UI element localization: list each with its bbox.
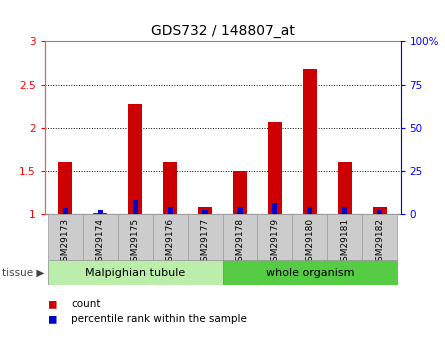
Bar xyxy=(128,104,142,214)
Text: GSM29175: GSM29175 xyxy=(131,218,140,267)
Bar xyxy=(167,207,173,214)
Bar xyxy=(202,210,208,214)
Bar xyxy=(58,162,73,214)
FancyBboxPatch shape xyxy=(292,214,327,260)
Bar xyxy=(377,209,382,214)
Text: GSM29173: GSM29173 xyxy=(61,218,70,267)
FancyBboxPatch shape xyxy=(48,214,83,260)
FancyBboxPatch shape xyxy=(257,214,292,260)
FancyBboxPatch shape xyxy=(153,214,188,260)
Text: GSM29176: GSM29176 xyxy=(166,218,174,267)
Bar xyxy=(307,207,312,214)
Text: GSM29180: GSM29180 xyxy=(305,218,314,267)
Bar xyxy=(338,162,352,214)
Bar xyxy=(63,208,68,214)
FancyBboxPatch shape xyxy=(188,214,222,260)
Text: whole organism: whole organism xyxy=(266,268,354,277)
Bar xyxy=(268,122,282,214)
Text: GSM29179: GSM29179 xyxy=(271,218,279,267)
Bar xyxy=(237,207,243,214)
Bar xyxy=(303,69,317,214)
FancyBboxPatch shape xyxy=(222,214,257,260)
Text: Malpighian tubule: Malpighian tubule xyxy=(85,268,186,277)
FancyBboxPatch shape xyxy=(48,260,222,285)
Text: ■: ■ xyxy=(49,297,57,310)
FancyBboxPatch shape xyxy=(118,214,153,260)
Text: tissue ▶: tissue ▶ xyxy=(2,268,44,277)
Bar xyxy=(93,213,107,214)
Bar xyxy=(372,207,387,214)
Text: GSM29174: GSM29174 xyxy=(96,218,105,267)
Text: GSM29177: GSM29177 xyxy=(201,218,210,267)
FancyBboxPatch shape xyxy=(83,214,118,260)
Bar xyxy=(98,209,103,214)
Text: GSM29178: GSM29178 xyxy=(235,218,244,267)
FancyBboxPatch shape xyxy=(362,214,397,260)
FancyBboxPatch shape xyxy=(222,260,397,285)
Text: percentile rank within the sample: percentile rank within the sample xyxy=(71,314,247,324)
Bar xyxy=(233,171,247,214)
Bar xyxy=(133,200,138,214)
Text: ■: ■ xyxy=(49,313,57,326)
Bar xyxy=(342,207,347,214)
Title: GDS732 / 148807_at: GDS732 / 148807_at xyxy=(150,23,295,38)
Text: GSM29182: GSM29182 xyxy=(375,218,384,267)
Bar xyxy=(272,203,278,214)
FancyBboxPatch shape xyxy=(327,214,362,260)
Bar xyxy=(163,162,177,214)
Bar xyxy=(198,207,212,214)
Text: count: count xyxy=(71,299,101,308)
Text: GSM29181: GSM29181 xyxy=(340,218,349,267)
